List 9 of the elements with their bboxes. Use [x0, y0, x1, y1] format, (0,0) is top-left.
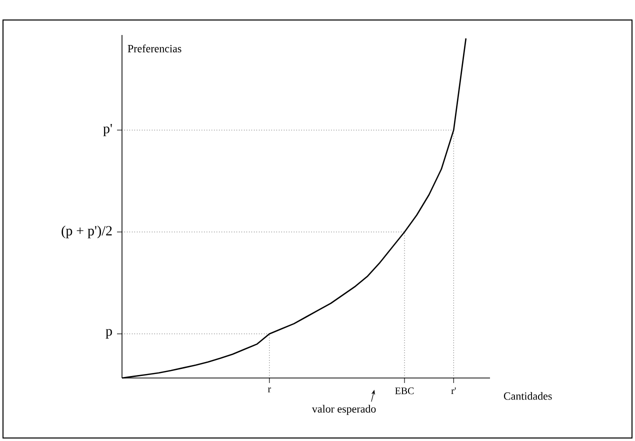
text: valor esperado [312, 404, 376, 415]
x-tick-label: r' [451, 387, 456, 394]
x-tick-label: r [268, 387, 271, 392]
ref-line-label: (p + p')/2 [62, 226, 112, 238]
x-axis-title: Cantidades [504, 392, 552, 400]
ref-line-label: p' [103, 124, 112, 136]
y-axis-title: Preferencias [128, 44, 182, 52]
x-tick-label: EBC [395, 388, 414, 394]
ref-line-label: p [106, 329, 112, 339]
